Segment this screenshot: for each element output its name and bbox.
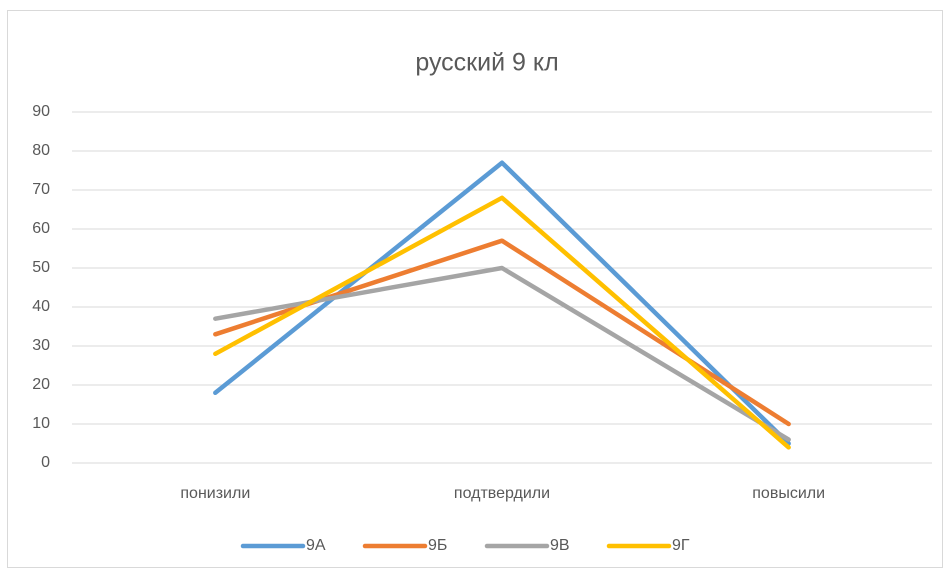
series-line [213, 160, 791, 446]
x-tick-label: подтвердили [454, 485, 550, 502]
y-tick-label: 70 [32, 181, 50, 198]
y-tick-label: 30 [32, 337, 50, 354]
y-tick-label: 90 [32, 103, 50, 120]
legend-label: 9Б [428, 537, 447, 554]
y-tick-label: 20 [32, 376, 50, 393]
legend-label: 9В [550, 537, 570, 554]
y-tick-label: 10 [32, 415, 50, 432]
x-tick-label: повысили [752, 485, 825, 502]
y-tick-label: 0 [41, 454, 50, 471]
legend-label: 9Г [672, 537, 690, 554]
y-tick-label: 60 [32, 220, 50, 237]
y-tick-label: 40 [32, 298, 50, 315]
chart-title: русский 9 кл [415, 49, 558, 77]
legend-label: 9А [306, 537, 326, 554]
x-tick-label: понизили [180, 485, 250, 502]
chart-border [7, 10, 943, 568]
y-tick-label: 80 [32, 142, 50, 159]
series-line [213, 195, 791, 450]
y-tick-label: 50 [32, 259, 50, 276]
